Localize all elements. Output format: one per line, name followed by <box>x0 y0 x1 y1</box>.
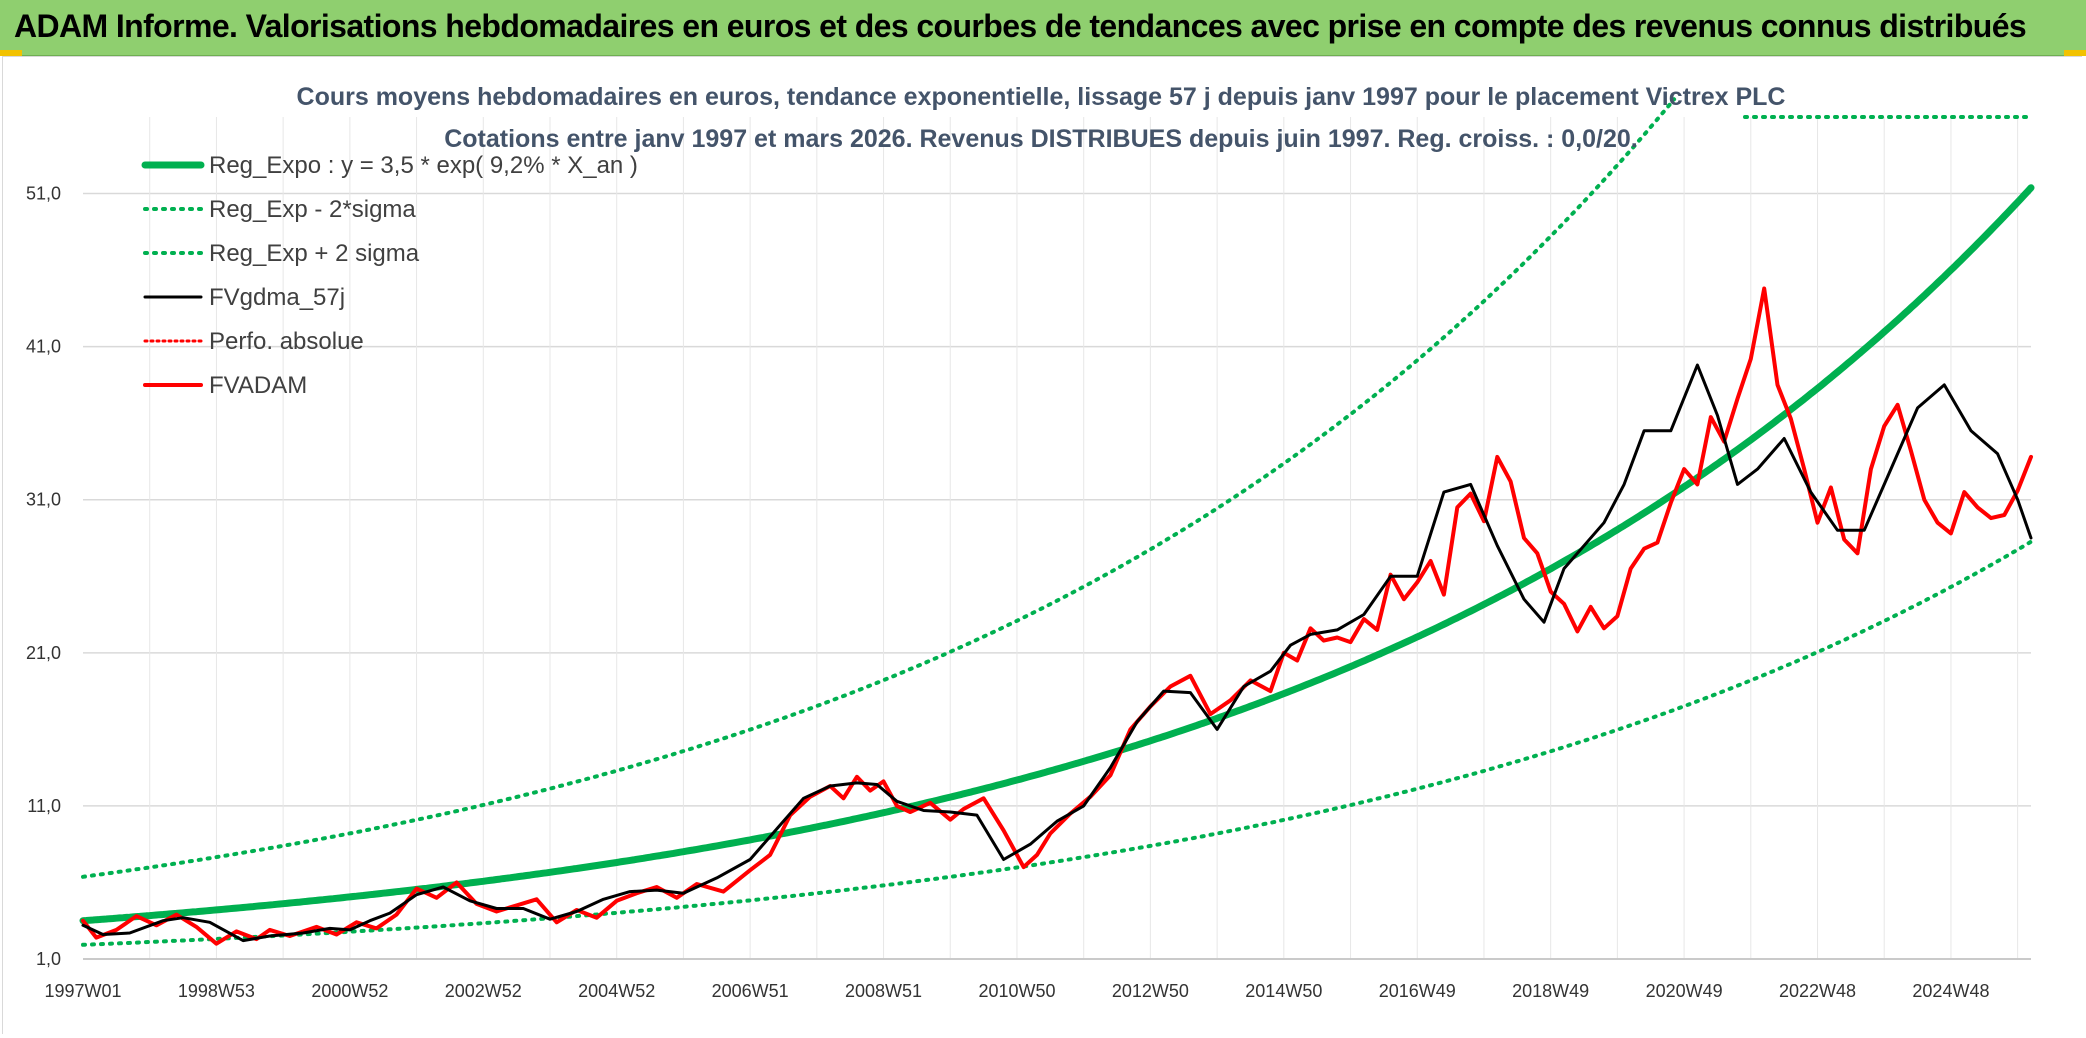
legend-label: Reg_Expo : y = 3,5 * exp( 9,2% * X_an ) <box>209 152 638 179</box>
page-banner: ADAM Informe. Valorisations hebdomadaire… <box>0 0 2086 56</box>
y-tick-label: 31,0 <box>26 490 61 510</box>
x-tick-label: 2012W50 <box>1112 981 1189 1001</box>
x-tick-label: 2000W52 <box>311 981 388 1001</box>
legend-label: Perfo. absolue <box>209 328 364 355</box>
y-tick-label: 41,0 <box>26 337 61 357</box>
series-line-smooth <box>81 363 2033 943</box>
x-tick-label: 2014W50 <box>1245 981 1322 1001</box>
legend-label: FVADAM <box>209 372 307 399</box>
series-line-trend-dotted <box>81 539 2033 947</box>
x-tick-label: 2018W49 <box>1512 981 1589 1001</box>
x-tick-label: 2016W49 <box>1379 981 1456 1001</box>
x-axis-ticks: 1997W01 1998W53 2000W52 2002W52 2004W52 2006W… <box>44 981 1989 1001</box>
x-tick-label: 1998W53 <box>178 981 255 1001</box>
y-tick-label: 51,0 <box>26 184 61 204</box>
series-line-trend-solid <box>79 184 2035 925</box>
legend-label: FVgdma_57j <box>209 284 345 311</box>
x-tick-label: 2022W48 <box>1779 981 1856 1001</box>
corner-accent-right <box>2064 50 2086 56</box>
x-tick-label: 2004W52 <box>578 981 655 1001</box>
x-tick-label: 2006W51 <box>712 981 789 1001</box>
chart-subtitle: Cotations entre janv 1997 et mars 2026. … <box>444 125 1638 153</box>
legend-label: Reg_Exp - 2*sigma <box>209 196 416 223</box>
corner-accent-left <box>0 50 22 56</box>
x-tick-label: 2024W48 <box>1912 981 1989 1001</box>
y-tick-label: 1,0 <box>36 949 61 969</box>
y-tick-label: 21,0 <box>26 643 61 663</box>
x-tick-label: 2002W52 <box>445 981 522 1001</box>
x-tick-label: 1997W01 <box>44 981 121 1001</box>
chart-title: Cours moyens hebdomadaires en euros, ten… <box>297 83 1786 111</box>
chart-area: 1,0 11,0 21,0 31,0 41,0 51,0 1997W01 1998W53 20… <box>3 57 2083 1035</box>
chart-frame: 1,0 11,0 21,0 31,0 41,0 51,0 1997W01 1998W53 20… <box>2 56 2083 1035</box>
y-tick-label: 11,0 <box>27 796 61 816</box>
legend-label: Reg_Exp + 2 sigma <box>209 240 420 267</box>
y-axis-ticks: 1,0 11,0 21,0 31,0 41,0 51,0 <box>26 184 61 969</box>
x-tick-label: 2010W50 <box>978 981 1055 1001</box>
banner-title: ADAM Informe. Valorisations hebdomadaire… <box>14 8 2027 44</box>
x-tick-label: 2020W49 <box>1646 981 1723 1001</box>
gridlines <box>83 117 2031 960</box>
series-group <box>79 97 2035 947</box>
x-tick-label: 2008W51 <box>845 981 922 1001</box>
series-line-trend-dotted <box>81 97 1677 879</box>
legend: Reg_Expo : y = 3,5 * exp( 9,2% * X_an ) R… <box>141 152 638 399</box>
